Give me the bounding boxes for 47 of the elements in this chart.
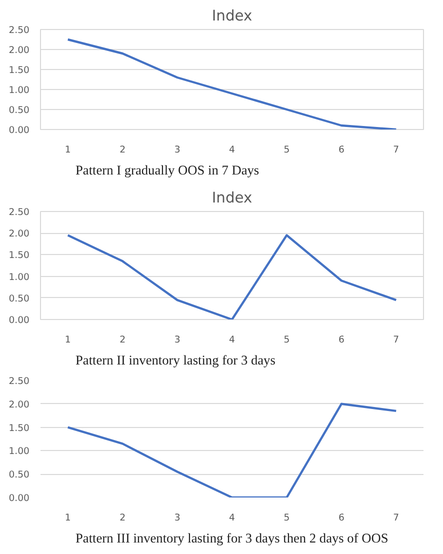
line-series — [66, 234, 398, 320]
x-tick-label: 2 — [120, 512, 126, 524]
y-tick-label: 1.00 — [8, 446, 30, 458]
x-tick-label: 1 — [64, 512, 71, 524]
x-tick-label: 5 — [284, 334, 290, 346]
x-tick-label: 7 — [393, 144, 400, 156]
y-tick-label: 2.50 — [8, 207, 30, 218]
y-tick-label: 0.00 — [8, 315, 30, 326]
chart-title: Index — [212, 8, 252, 24]
line-series — [66, 402, 398, 498]
y-tick-label: 0.50 — [8, 470, 30, 481]
x-tick-label: 5 — [284, 512, 290, 524]
x-tick-label: 4 — [229, 334, 236, 346]
y-tick-label: 1.00 — [8, 272, 30, 283]
x-tick-label: 7 — [393, 512, 400, 524]
y-tick-label: 2.00 — [8, 399, 30, 410]
x-tick-label: 2 — [120, 334, 126, 346]
y-tick-label: 2.00 — [8, 228, 30, 240]
x-tick-label: 5 — [284, 144, 290, 156]
x-tick-label: 4 — [229, 512, 236, 524]
x-tick-label: 2 — [120, 144, 126, 156]
y-tick-label: 0.00 — [8, 493, 30, 504]
x-tick-label: 3 — [174, 144, 180, 156]
x-tick-label: 6 — [338, 512, 344, 524]
y-tick-label: 1.50 — [8, 65, 30, 76]
text: Pattern I gradually OOS in 7 Days — [76, 162, 260, 178]
line-series — [66, 38, 398, 130]
text: Pattern II inventory lasting for 3 days — [76, 352, 276, 368]
y-tick-label: 2.50 — [8, 376, 30, 387]
y-tick-label: 2.50 — [8, 25, 30, 36]
x-tick-label: 4 — [229, 144, 236, 156]
y-tick-label: 1.50 — [8, 422, 30, 434]
x-tick-label: 3 — [174, 334, 180, 346]
y-tick-label: 1.00 — [8, 85, 30, 96]
y-tick-label: 0.00 — [8, 125, 30, 136]
y-tick-label: 2.00 — [8, 45, 30, 56]
x-tick-label: 7 — [393, 334, 400, 346]
x-tick-label: 1 — [64, 334, 71, 346]
text: Pattern III inventory lasting for 3 days then 2 days of OOS — [76, 530, 388, 546]
x-tick-label: 6 — [338, 144, 344, 156]
y-tick-label: 1.50 — [8, 250, 30, 262]
y-tick-label: 0.50 — [8, 293, 30, 304]
chart-title: Index — [212, 190, 252, 206]
x-tick-label: 3 — [174, 512, 180, 524]
x-tick-label: 1 — [64, 144, 71, 156]
y-tick-label: 0.50 — [8, 105, 30, 116]
x-tick-label: 6 — [338, 334, 344, 346]
